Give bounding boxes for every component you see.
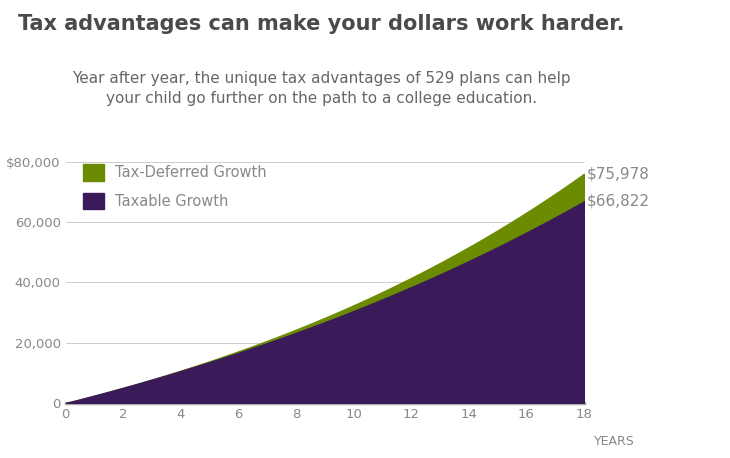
Legend: Tax-Deferred Growth, Taxable Growth: Tax-Deferred Growth, Taxable Growth	[83, 164, 267, 209]
Text: Year after year, the unique tax advantages of 529 plans can help
your child go f: Year after year, the unique tax advantag…	[72, 71, 571, 106]
Text: $66,822: $66,822	[586, 194, 649, 209]
Text: Tax advantages can make your dollars work harder.: Tax advantages can make your dollars wor…	[18, 14, 624, 34]
Text: $75,978: $75,978	[586, 166, 649, 181]
Text: YEARS: YEARS	[594, 435, 635, 448]
